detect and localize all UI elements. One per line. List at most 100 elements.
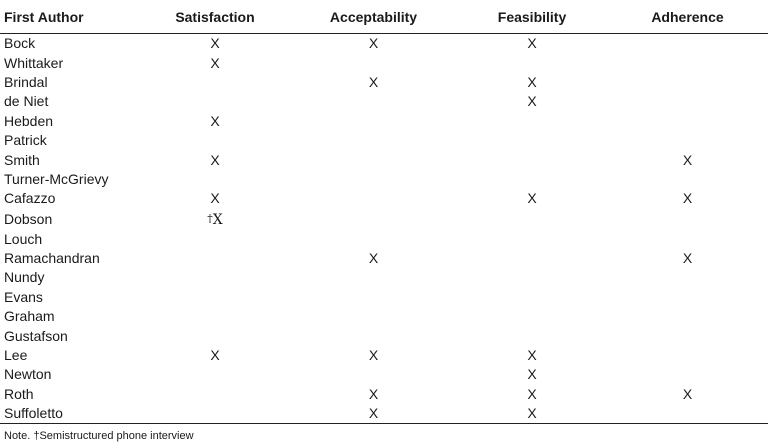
header-acceptability: Acceptability <box>290 0 457 34</box>
satisfaction-mark-cell: X <box>210 54 220 71</box>
author-cell: Gustafson <box>4 327 68 344</box>
satisfaction-mark-cell: X <box>210 35 220 52</box>
feasibility-mark-cell: X <box>527 93 537 110</box>
adherence-mark-cell: X <box>682 385 693 402</box>
acceptability-mark-cell <box>290 150 457 169</box>
adherence-mark-cell <box>607 268 768 287</box>
author-cell: Dobson <box>4 210 53 227</box>
table-row: Whittaker X <box>0 53 768 72</box>
satisfaction-mark-cell: †X <box>140 209 290 230</box>
x-mark: X <box>212 211 223 228</box>
adherence-mark-cell <box>607 34 768 54</box>
header-adherence: Adherence <box>607 0 768 34</box>
outcomes-table-container: First Author Satisfaction Acceptability … <box>0 0 768 425</box>
acceptability-mark-cell: X <box>368 250 379 267</box>
acceptability-mark-cell <box>290 92 457 111</box>
table-row: Turner-McGrievy <box>0 170 768 189</box>
acceptability-mark-cell: X <box>368 385 379 402</box>
table-row: Dobson †X <box>0 209 768 230</box>
header-row: First Author Satisfaction Acceptability … <box>0 0 768 34</box>
table-row: Cafazzo X X X <box>0 189 768 208</box>
author-cell: Evans <box>4 288 43 305</box>
adherence-mark-cell <box>607 73 768 92</box>
table-row: Smith X X <box>0 150 768 169</box>
feasibility-mark-cell: X <box>527 385 537 402</box>
satisfaction-mark-cell <box>140 365 290 384</box>
feasibility-mark-cell <box>457 112 607 131</box>
table-footnote: Note. †Semistructured phone interview <box>4 430 194 442</box>
acceptability-mark-cell <box>290 288 457 307</box>
outcomes-table: First Author Satisfaction Acceptability … <box>0 0 768 425</box>
author-cell: Brindal <box>4 73 48 90</box>
satisfaction-mark-cell <box>140 268 290 287</box>
feasibility-mark-cell: X <box>527 73 537 90</box>
adherence-mark-cell <box>607 170 768 189</box>
feasibility-mark-cell: X <box>527 366 537 383</box>
feasibility-mark-cell: X <box>527 190 537 207</box>
acceptability-mark-cell <box>290 230 457 249</box>
satisfaction-mark-cell <box>140 131 290 150</box>
author-cell: de Niet <box>4 93 49 110</box>
feasibility-mark-cell <box>457 150 607 169</box>
feasibility-mark-cell <box>457 307 607 326</box>
satisfaction-mark-cell: X <box>210 112 220 129</box>
feasibility-mark-cell <box>457 249 607 268</box>
satisfaction-mark-cell <box>140 404 290 425</box>
acceptability-mark-cell <box>290 170 457 189</box>
adherence-mark-cell <box>607 307 768 326</box>
adherence-mark-cell: X <box>682 250 693 267</box>
author-cell: Lee <box>4 347 28 364</box>
acceptability-mark-cell <box>290 112 457 131</box>
table-row: Ramachandran X X <box>0 249 768 268</box>
table-row: Louch <box>0 230 768 249</box>
adherence-mark-cell: X <box>682 190 693 207</box>
header-satisfaction: Satisfaction <box>140 0 290 34</box>
adherence-mark-cell <box>607 326 768 345</box>
table-row: de Niet X <box>0 92 768 111</box>
adherence-mark-cell <box>607 365 768 384</box>
feasibility-mark-cell <box>457 288 607 307</box>
acceptability-mark-cell <box>290 53 457 72</box>
table-row: Bock X X X <box>0 34 768 54</box>
adherence-mark-cell <box>607 230 768 249</box>
adherence-mark-cell <box>607 131 768 150</box>
table-row: Brindal X X <box>0 73 768 92</box>
table-header: First Author Satisfaction Acceptability … <box>0 0 768 34</box>
acceptability-mark-cell: X <box>368 73 379 90</box>
feasibility-mark-cell <box>457 209 607 230</box>
dagger-symbol: † <box>207 211 213 225</box>
feasibility-mark-cell: X <box>457 404 607 425</box>
feasibility-mark-cell: X <box>527 347 537 364</box>
table-row: Roth X X X <box>0 385 768 404</box>
author-cell: Whittaker <box>4 54 64 71</box>
feasibility-mark-cell <box>457 268 607 287</box>
author-cell: Hebden <box>4 112 54 129</box>
author-cell: Cafazzo <box>4 190 56 207</box>
satisfaction-mark-cell <box>140 230 290 249</box>
feasibility-mark-cell <box>457 230 607 249</box>
acceptability-mark-cell <box>290 326 457 345</box>
acceptability-mark-cell <box>290 131 457 150</box>
acceptability-mark-cell: X <box>368 35 379 52</box>
satisfaction-mark-cell <box>140 288 290 307</box>
author-cell: Newton <box>4 366 52 383</box>
satisfaction-mark-cell: X <box>210 190 220 207</box>
feasibility-mark-cell <box>457 53 607 72</box>
adherence-mark-cell <box>607 112 768 131</box>
adherence-mark-cell <box>607 346 768 365</box>
author-cell: Roth <box>4 385 34 402</box>
satisfaction-mark-cell <box>140 73 290 92</box>
adherence-mark-cell: X <box>682 151 693 168</box>
satisfaction-mark-cell <box>140 92 290 111</box>
table-row: Gustafson <box>0 326 768 345</box>
author-cell: Nundy <box>4 269 45 286</box>
feasibility-mark-cell <box>457 326 607 345</box>
adherence-mark-cell <box>607 53 768 72</box>
author-cell: Turner-McGrievy <box>4 170 109 187</box>
adherence-mark-cell <box>607 404 768 425</box>
feasibility-mark-cell <box>457 170 607 189</box>
satisfaction-mark-cell <box>140 326 290 345</box>
acceptability-mark-cell <box>290 307 457 326</box>
table-row: Graham <box>0 307 768 326</box>
